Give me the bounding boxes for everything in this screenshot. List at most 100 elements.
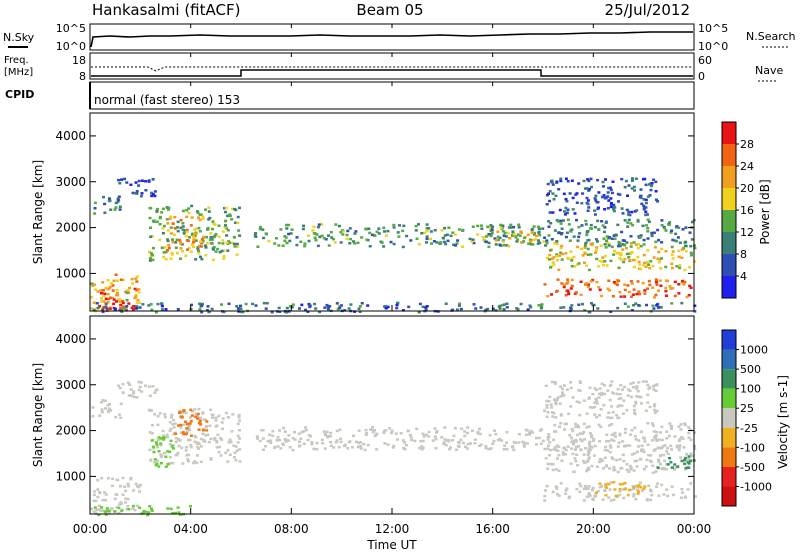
power-echo-cell bbox=[299, 240, 303, 243]
power-echo-cell bbox=[570, 265, 574, 268]
velocity-echo-cell bbox=[566, 388, 569, 391]
velocity-echo-cell bbox=[119, 402, 123, 406]
power-echo-cell bbox=[427, 227, 431, 230]
ytick-label: 3000 bbox=[55, 378, 86, 392]
power-echo-cell bbox=[652, 307, 656, 310]
power-echo-cell bbox=[564, 177, 568, 180]
velocity-echo-cell bbox=[209, 457, 213, 460]
velocity-echo-cell bbox=[169, 507, 173, 511]
velocity-echo-cell bbox=[121, 382, 125, 386]
power-echo-cell bbox=[181, 222, 185, 225]
velocity-echo-cell bbox=[587, 452, 591, 455]
velocity-echo-cell bbox=[215, 446, 219, 449]
power-echo-cell bbox=[166, 222, 170, 225]
power-echo-cell bbox=[639, 244, 643, 248]
power-echo-cell bbox=[680, 256, 684, 260]
velocity-echo-cell bbox=[677, 448, 681, 452]
power-echo-cell bbox=[586, 247, 590, 251]
velocity-echo-cell bbox=[401, 439, 405, 442]
velocity-echo-cell bbox=[600, 459, 604, 462]
velocity-echo-cell bbox=[177, 424, 181, 427]
velocity-echo-cell bbox=[648, 405, 652, 409]
power-echo-cell bbox=[481, 236, 485, 239]
velocity-echo-cell bbox=[576, 464, 580, 467]
power-echo-cell bbox=[537, 239, 540, 242]
power-echo-cell bbox=[452, 243, 456, 246]
velocity-colorbar-swatch bbox=[722, 447, 736, 467]
power-echo-cell bbox=[93, 207, 97, 210]
velocity-echo-cell bbox=[629, 488, 633, 492]
power-echo-cell bbox=[155, 210, 159, 213]
power-echo-cell bbox=[302, 224, 305, 228]
velocity-echo-cell bbox=[547, 399, 551, 403]
velocity-echo-cell bbox=[261, 429, 265, 432]
power-echo-cell bbox=[610, 245, 614, 249]
velocity-echo-cell bbox=[620, 404, 624, 408]
power-echo-cell bbox=[200, 257, 204, 261]
power-echo-cell bbox=[675, 265, 679, 268]
power-echo-cell bbox=[618, 291, 622, 294]
power-echo-cell bbox=[607, 199, 611, 202]
velocity-echo-cell bbox=[568, 495, 571, 499]
ytick-label: 4000 bbox=[55, 129, 86, 143]
velocity-echo-cell bbox=[382, 430, 386, 433]
power-echo-cell bbox=[502, 308, 506, 311]
power-echo-cell bbox=[565, 282, 569, 285]
power-echo-cell bbox=[457, 304, 461, 307]
velocity-echo-cell bbox=[297, 432, 301, 435]
velocity-echo-cell bbox=[217, 450, 221, 454]
velocity-echo-cell bbox=[587, 466, 591, 470]
velocity-echo-cell bbox=[627, 470, 631, 474]
velocity-echo-cell bbox=[452, 434, 456, 438]
power-echo-cell bbox=[656, 228, 660, 232]
velocity-echo-cell bbox=[650, 493, 654, 497]
power-echo-cell bbox=[164, 258, 168, 261]
power-echo-cell bbox=[583, 244, 587, 247]
power-echo-cell bbox=[119, 303, 123, 307]
velocity-echo-cell bbox=[181, 411, 185, 414]
power-echo-cell bbox=[608, 289, 612, 292]
power-echo-cell bbox=[201, 217, 205, 220]
velocity-echo-cell bbox=[184, 411, 188, 415]
velocity-echo-cell bbox=[179, 431, 183, 434]
velocity-echo-cell bbox=[569, 386, 573, 390]
power-echo-cell bbox=[461, 228, 465, 232]
velocity-echo-cell bbox=[204, 434, 208, 437]
velocity-echo-cell bbox=[168, 429, 172, 432]
velocity-echo-cell bbox=[553, 381, 557, 384]
power-echo-cell bbox=[561, 252, 564, 256]
power-echo-cell bbox=[578, 232, 582, 235]
velocity-echo-cell bbox=[591, 406, 595, 409]
power-echo-cell bbox=[109, 208, 113, 211]
power-echo-cell bbox=[599, 244, 603, 247]
power-echo-cell bbox=[559, 179, 563, 183]
velocity-echo-cell bbox=[108, 403, 112, 406]
velocity-echo-cell bbox=[554, 416, 558, 419]
power-echo-cell bbox=[533, 231, 536, 235]
power-echo-cell bbox=[577, 303, 581, 306]
velocity-echo-cell bbox=[146, 513, 150, 517]
velocity-echo-cell bbox=[408, 433, 412, 437]
velocity-echo-cell bbox=[677, 425, 681, 428]
power-echo-cell bbox=[560, 244, 564, 248]
velocity-echo-cell bbox=[656, 482, 660, 485]
velocity-echo-cell bbox=[688, 428, 692, 431]
power-echo-cell bbox=[638, 292, 642, 296]
power-echo-cell bbox=[120, 178, 124, 181]
power-echo-cell bbox=[339, 241, 343, 244]
power-echo-cell bbox=[440, 229, 444, 232]
power-echo-cell bbox=[90, 307, 93, 310]
velocity-echo-cell bbox=[651, 422, 654, 425]
power-echo-cell bbox=[454, 244, 457, 247]
velocity-echo-cell bbox=[287, 434, 291, 437]
power-echo-cell bbox=[669, 231, 673, 234]
velocity-echo-cell bbox=[568, 434, 572, 437]
velocity-echo-cell bbox=[626, 388, 630, 391]
power-echo-cell bbox=[186, 239, 190, 242]
power-echo-cell bbox=[132, 305, 136, 308]
velocity-echo-cell bbox=[462, 441, 465, 445]
power-echo-cell bbox=[484, 235, 488, 238]
power-echo-cell bbox=[604, 220, 608, 223]
power-echo-cell bbox=[691, 220, 694, 224]
velocity-echo-cell bbox=[124, 497, 128, 500]
